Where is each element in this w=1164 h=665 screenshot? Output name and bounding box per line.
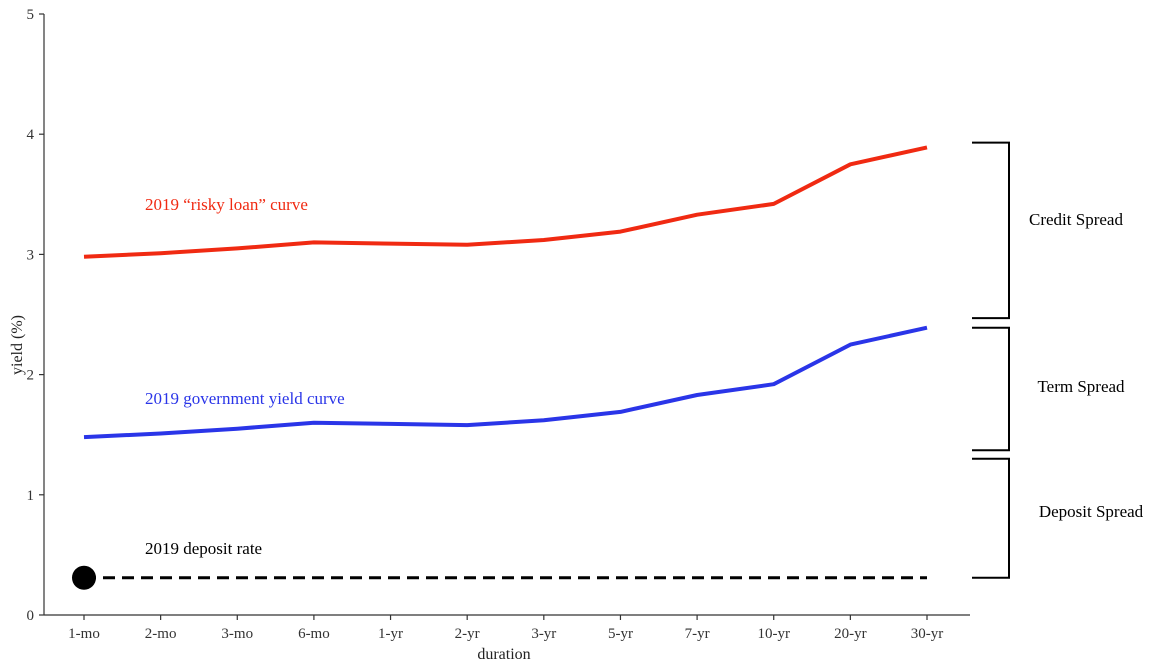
x-tick-label: 2-mo: [145, 626, 177, 642]
y-tick-label: 3: [27, 247, 35, 263]
x-tick-label: 20-yr: [834, 626, 867, 642]
y-tick-label: 4: [27, 127, 35, 143]
deposit-spread-bracket: [972, 457, 1010, 579]
x-axis-title: duration: [477, 646, 530, 663]
x-tick-label: 1-yr: [378, 626, 403, 642]
credit-spread-label: Credit Spread: [1029, 210, 1123, 229]
y-tick-label: 5: [27, 7, 35, 23]
axes: [43, 14, 970, 616]
y-tick-label: 2: [27, 368, 35, 384]
y-axis-title: yield (%): [9, 315, 26, 375]
government-curve-label: 2019 government yield curve: [145, 389, 345, 408]
term-spread-label: Term Spread: [1037, 377, 1125, 396]
y-tick-label: 1: [27, 488, 35, 504]
bracket-layer: [972, 141, 1010, 579]
x-tick-label: 1-mo: [68, 626, 100, 642]
series-layer: [83, 145, 928, 580]
deposit-rate-label: 2019 deposit rate: [145, 539, 262, 558]
x-tick-label: 10-yr: [757, 626, 790, 642]
x-tick-label: 7-yr: [685, 626, 710, 642]
x-tick-label: 6-mo: [298, 626, 330, 642]
x-tick-label: 5-yr: [608, 626, 633, 642]
x-tick-label: 30-yr: [911, 626, 944, 642]
x-tick-label: 3-mo: [221, 626, 253, 642]
risky-loan-curve-line: [83, 145, 928, 259]
x-tick-label: 2-yr: [455, 626, 480, 642]
x-tick-label: 3-yr: [531, 626, 556, 642]
term-spread-bracket: [972, 326, 1010, 452]
y-ticks: 0 1 2 3 4 5: [27, 7, 44, 624]
x-ticks: 1-mo 2-mo 3-mo 6-mo 1-yr 2-yr 3-yr 5-yr 7-yr 10-y…: [68, 615, 943, 642]
deposit-rate-point: [72, 565, 96, 590]
risky-loan-curve-label: 2019 “risky loan” curve: [145, 195, 308, 214]
marker-layer: [72, 565, 96, 590]
government-curve-line: [83, 325, 928, 440]
deposit-spread-label: Deposit Spread: [1039, 502, 1144, 521]
y-tick-label: 0: [27, 608, 35, 624]
credit-spread-bracket: [972, 141, 1010, 320]
